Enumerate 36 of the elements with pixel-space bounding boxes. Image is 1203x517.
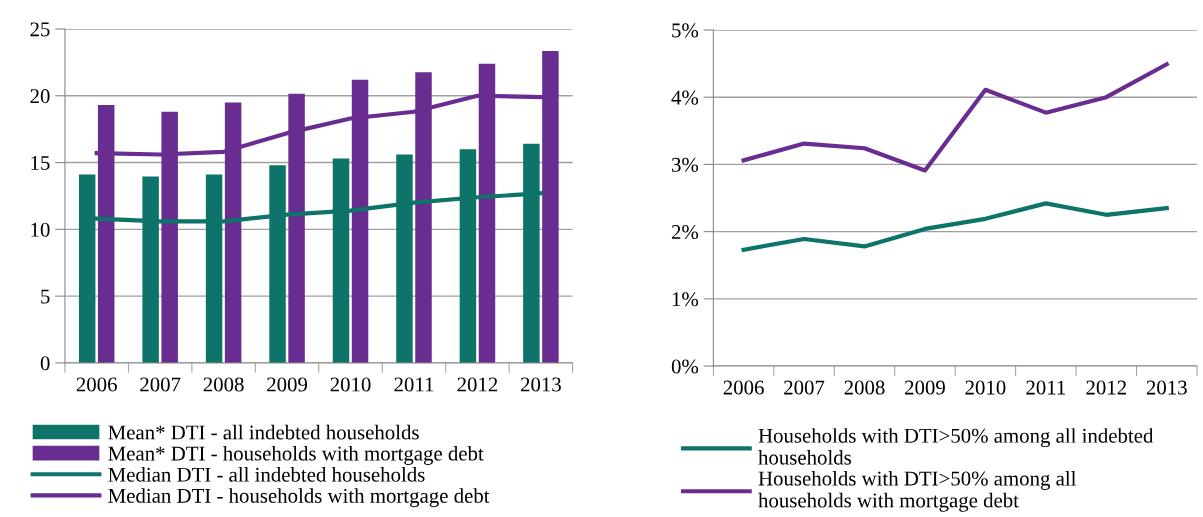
y-tick-label: 20: [30, 89, 50, 104]
x-tick-label: 2010: [330, 377, 371, 392]
x-tick-label: 2009: [905, 380, 945, 395]
x-tick-label: 2008: [844, 380, 885, 395]
y-tick-label: 10: [31, 222, 50, 237]
x-tick-label: 2009: [267, 377, 308, 392]
x-tick-label: 2012: [457, 377, 498, 392]
y-tick-label: 4%: [671, 90, 699, 105]
y-tick-label: 3%: [672, 157, 699, 172]
x-tick-label: 2012: [1086, 380, 1126, 395]
y-tick-label: 15: [31, 156, 50, 170]
y-tick-label: 1%: [672, 292, 699, 307]
x-tick-label: 2007: [784, 380, 825, 395]
legend-label: Mean* DTI - households with mortgage debt: [108, 445, 484, 465]
legend-label: Households with DTI>50% among all households with mortgage debt: [758, 470, 1077, 512]
x-tick-label: 2011: [1026, 380, 1066, 395]
x-tick-label: 2008: [203, 377, 244, 392]
line-series: [741, 62, 1169, 173]
y-tick-label: 2%: [671, 224, 699, 240]
legend-label: Median DTI - households with mortgage debt: [108, 488, 490, 508]
y-tick-label: 5%: [672, 23, 699, 38]
x-tick-label: 2006: [76, 377, 117, 392]
x-tick-label: 2010: [965, 380, 1006, 395]
y-tick-label: 0%: [671, 359, 699, 374]
legend-label: Median DTI - all indebted households: [108, 467, 425, 482]
y-tick-label: 5: [41, 289, 50, 304]
line-series: [741, 201, 1169, 252]
x-tick-label: 2013: [520, 377, 561, 392]
x-tick-label: 2006: [723, 380, 764, 395]
x-tick-label: 2013: [1146, 380, 1187, 395]
x-tick-label: 2007: [140, 377, 181, 392]
y-tick-label: 0: [40, 356, 50, 371]
legend-label: Mean* DTI - all indebted households: [108, 424, 419, 440]
y-tick-label: 25: [30, 22, 50, 37]
legend-label: Households with DTI>50% among all indebted households: [758, 428, 1154, 465]
x-tick-label: 2011: [394, 377, 434, 392]
